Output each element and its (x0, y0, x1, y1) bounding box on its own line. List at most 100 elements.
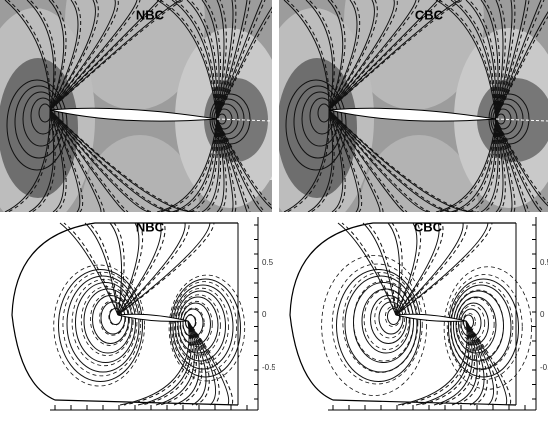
contour-line (117, 222, 211, 316)
contour-line (395, 222, 418, 316)
contour-line (187, 320, 210, 406)
contour-line (216, 0, 266, 120)
contour-ring (309, 97, 335, 135)
contour-line (29, 0, 56, 111)
contour-ring (22, 91, 60, 147)
contour-line (435, 118, 497, 212)
panel-label: CBC (415, 7, 444, 22)
contour-line (117, 222, 144, 316)
contour-line (395, 222, 440, 316)
contour-ring (62, 271, 142, 377)
contour-line (465, 320, 488, 406)
airfoil (117, 313, 189, 322)
light-band (80, 135, 200, 212)
contour-line (49, 0, 67, 111)
contour-line (328, 109, 346, 212)
contour-line (49, 0, 182, 111)
contour-line (328, 109, 408, 212)
contour-line (156, 0, 218, 120)
y-tick-label: 0.5 (262, 258, 274, 267)
contour-ring (171, 281, 237, 373)
contour-line (419, 320, 472, 406)
contour-line (328, 0, 375, 111)
contour-ring (293, 85, 343, 159)
contour-line (483, 0, 501, 120)
light-band (344, 0, 484, 110)
contour-line (123, 320, 191, 406)
contour-line (189, 118, 219, 212)
contour-line (328, 109, 381, 212)
contour-line (186, 118, 218, 212)
contour-line (397, 320, 468, 406)
contour-ring (331, 263, 423, 385)
contour-line (395, 222, 464, 316)
contour-line (437, 320, 475, 406)
contour-line (308, 0, 335, 111)
contour-ring (180, 302, 211, 346)
contour-line (435, 0, 497, 120)
contour-line (113, 222, 125, 316)
contour-line (119, 320, 190, 406)
contour-line (49, 109, 177, 212)
contour-line (216, 0, 251, 120)
contour-line (174, 118, 218, 212)
contour-line (495, 118, 530, 212)
contour-line (495, 118, 504, 212)
contour-ring (459, 305, 486, 341)
contour-line (49, 0, 141, 111)
contour-line (174, 0, 218, 120)
contour-line (109, 222, 123, 316)
contour-line (495, 0, 504, 120)
contour-line (465, 320, 508, 406)
contour-line (327, 0, 344, 111)
contour-line (305, 0, 334, 111)
contour-line (328, 109, 456, 212)
contour-line (465, 320, 512, 406)
contour-line (49, 0, 185, 111)
contour-ring (66, 275, 140, 373)
contour-ring (71, 278, 138, 367)
contour-line (49, 109, 102, 212)
contour-line (216, 118, 237, 212)
contour-line (49, 109, 129, 212)
contour-ring (449, 281, 514, 371)
contour-line (49, 0, 138, 111)
contour-line (286, 0, 330, 111)
contour-line (328, 109, 479, 212)
contour-line (495, 0, 516, 120)
contour-line (495, 118, 527, 212)
contour-line (495, 118, 516, 212)
contour-line (187, 320, 207, 406)
contour-line (49, 109, 65, 212)
contour-ring (458, 302, 489, 346)
contour-line (453, 118, 497, 212)
contour-ring (344, 275, 418, 373)
contour-line (141, 320, 194, 406)
contour-line (495, 0, 530, 120)
contour-line (451, 320, 478, 406)
contour-ring (374, 297, 406, 339)
contour-line (7, 0, 51, 111)
contour-line (137, 320, 192, 406)
contour-ring (446, 274, 523, 380)
panel-label: NBC (136, 7, 165, 22)
contour-line (366, 222, 397, 316)
contour-line (4, 109, 51, 212)
wake-line (495, 118, 548, 122)
contour-line (63, 222, 119, 316)
contour-line (495, 118, 513, 212)
contour-line (49, 109, 153, 212)
contour-line (328, 109, 384, 212)
panel-bottom-left: 0.5 0 -0.5 NBC (11, 217, 275, 411)
y-tick-label: 0 (262, 310, 267, 319)
contour-line (216, 118, 263, 212)
contour-line (495, 118, 548, 207)
contour-line (415, 320, 470, 406)
contour-line (204, 0, 222, 120)
contour-line (328, 109, 405, 212)
contour-ring (170, 278, 241, 378)
wake-line (216, 118, 272, 122)
contour-line (468, 118, 498, 212)
contour-line (49, 109, 200, 212)
contour-line (117, 222, 186, 316)
